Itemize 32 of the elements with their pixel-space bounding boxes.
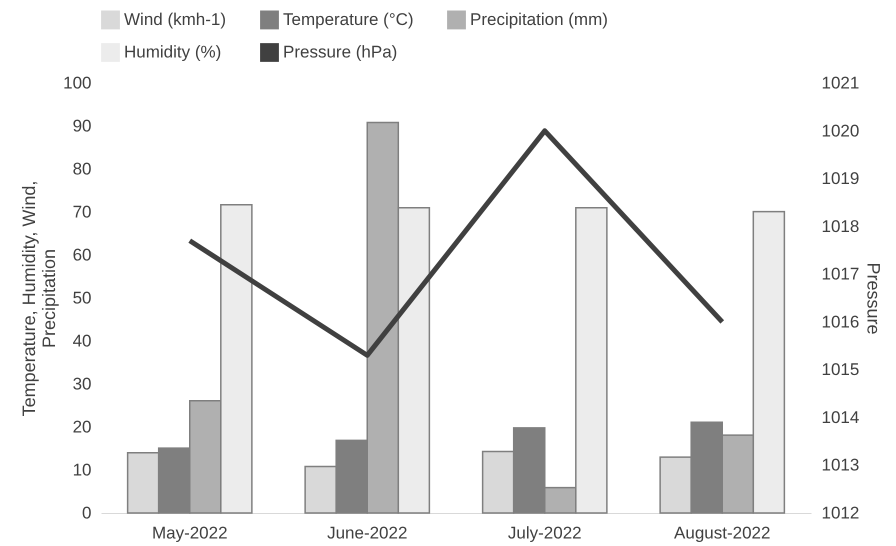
y2-tick-label: 1015 [822, 360, 860, 380]
y2-tick-label: 1017 [822, 264, 860, 284]
y-tick-label: 60 [72, 246, 92, 264]
y-tick-label: 0 [82, 504, 92, 522]
y-tick-label: 30 [72, 374, 92, 394]
y-tick-label: 80 [72, 160, 92, 178]
legend-label: Pressure (hPa) [283, 42, 398, 62]
y2-tick-label: 1019 [822, 169, 860, 188]
x-tick-label: August-2022 [674, 524, 770, 542]
y-axis-title: Temperature, Humidity, Wind, Precipitation [19, 180, 60, 416]
x-tick-label: May-2022 [152, 524, 228, 542]
x-tick-label: July-2022 [508, 524, 582, 542]
y-tick-label: 100 [63, 74, 92, 92]
y-tick-label: 20 [72, 418, 92, 436]
y-tick-label: 40 [72, 332, 92, 350]
y2-tick-label: 1020 [822, 121, 860, 140]
y2-tick-label: 1012 [822, 504, 860, 522]
legend-label: Wind (kmh-1) [124, 10, 226, 29]
y-tick-label: 10 [72, 460, 92, 480]
y2-tick-label: 1021 [822, 74, 860, 92]
y2-tick-label: 1018 [822, 216, 860, 236]
y2-tick-label: 1013 [822, 456, 860, 475]
y-tick-label: 70 [72, 202, 92, 222]
y2-tick-label: 1016 [822, 312, 860, 332]
legend-label: Humidity (%) [124, 42, 222, 62]
legend-label: Precipitation (mm) [470, 10, 608, 29]
y-tick-label: 50 [72, 288, 92, 308]
legend-label: Temperature (°C) [283, 10, 414, 29]
y-tick-label: 90 [72, 116, 92, 136]
x-tick-label: June-2022 [327, 524, 408, 542]
y2-axis-title: Pressure [863, 262, 884, 335]
y2-tick-label: 1014 [822, 408, 860, 427]
